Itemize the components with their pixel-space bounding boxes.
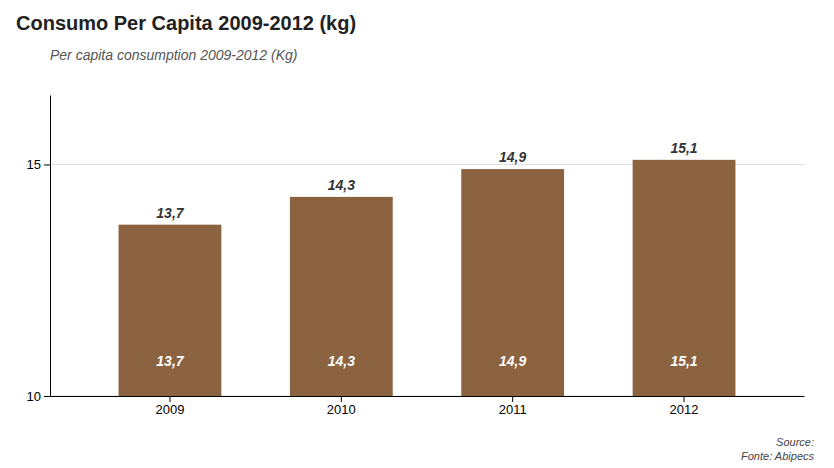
x-tick-label: 2012 bbox=[670, 402, 699, 417]
axis-line bbox=[51, 396, 805, 397]
y-tick: 10 bbox=[27, 389, 50, 404]
data-label-inside: 13,7 bbox=[156, 353, 184, 369]
bar bbox=[290, 197, 393, 396]
y-tick-label: 10 bbox=[27, 389, 41, 404]
tick-mark bbox=[512, 396, 513, 402]
data-label-inside: 14,9 bbox=[499, 353, 526, 369]
tick-mark bbox=[44, 396, 50, 397]
source-note: Fonte: Abipecs bbox=[741, 450, 814, 462]
x-tick-label: 2010 bbox=[327, 402, 356, 417]
tick-mark bbox=[44, 164, 50, 165]
x-tick: 2010 bbox=[327, 396, 356, 417]
tick-mark bbox=[684, 396, 685, 402]
x-axis: 2009 2010 2011 2012 bbox=[51, 396, 805, 417]
x-tick-label: 2009 bbox=[155, 402, 184, 417]
source-note: Source: bbox=[776, 436, 814, 448]
y-axis: 10 15 bbox=[27, 96, 51, 404]
bar bbox=[461, 169, 564, 396]
axis-line bbox=[50, 96, 51, 397]
bar bbox=[633, 160, 736, 396]
data-labels: 13,7 13,7 14,3 14,3 14,9 14,9 15,1 15,1 bbox=[156, 140, 698, 369]
tick-mark bbox=[169, 396, 170, 402]
x-tick: 2011 bbox=[499, 396, 527, 417]
y-tick-label: 15 bbox=[27, 157, 41, 172]
data-label: 14,3 bbox=[328, 177, 355, 193]
title: Consumo Per Capita 2009-2012 (kg) bbox=[16, 12, 356, 34]
bars bbox=[119, 160, 736, 396]
chart: Consumo Per Capita 2009-2012 (kg) Per cap… bbox=[0, 0, 834, 468]
data-label: 15,1 bbox=[670, 140, 697, 156]
tick-mark bbox=[341, 396, 342, 402]
x-tick-label: 2011 bbox=[499, 402, 527, 417]
subtitle: Per capita consumption 2009-2012 (Kg) bbox=[50, 47, 297, 63]
annotations: Source: Fonte: Abipecs bbox=[741, 436, 814, 462]
x-tick: 2009 bbox=[155, 396, 184, 417]
y-tick: 15 bbox=[27, 157, 50, 172]
x-tick: 2012 bbox=[670, 396, 699, 417]
data-label-inside: 15,1 bbox=[670, 353, 697, 369]
data-label: 14,9 bbox=[499, 149, 526, 165]
data-label-inside: 14,3 bbox=[328, 353, 355, 369]
bar bbox=[119, 225, 222, 396]
data-label: 13,7 bbox=[156, 205, 184, 221]
